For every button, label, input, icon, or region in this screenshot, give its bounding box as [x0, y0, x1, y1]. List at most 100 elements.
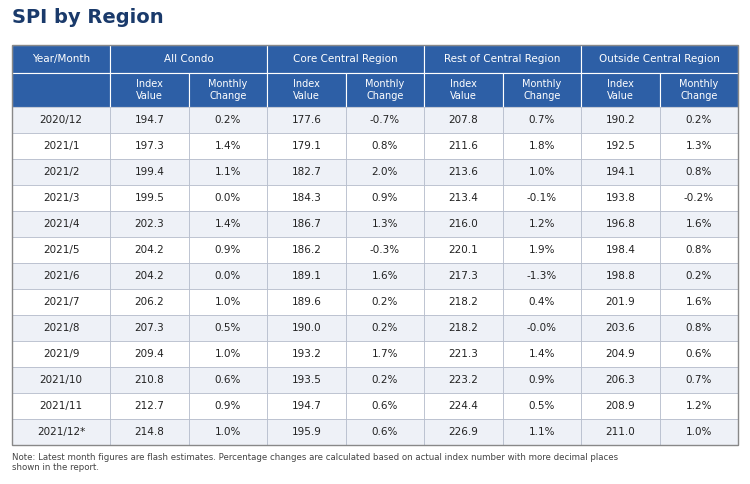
Bar — [110, 107, 188, 133]
Bar — [188, 367, 267, 393]
Text: 0.4%: 0.4% — [529, 297, 555, 307]
Bar — [424, 133, 502, 159]
Text: 198.4: 198.4 — [605, 245, 635, 255]
Text: 1.3%: 1.3% — [371, 219, 398, 229]
Bar — [110, 159, 188, 185]
Bar — [267, 393, 346, 419]
Bar — [424, 237, 502, 263]
Text: 1.0%: 1.0% — [214, 349, 241, 359]
Text: 186.7: 186.7 — [292, 219, 321, 229]
Text: 186.2: 186.2 — [292, 245, 321, 255]
Bar — [267, 45, 424, 73]
Text: 1.3%: 1.3% — [686, 141, 712, 151]
Bar — [346, 107, 424, 133]
Bar — [110, 45, 267, 73]
Bar — [12, 393, 110, 419]
Bar — [424, 289, 502, 315]
Bar — [188, 159, 267, 185]
Bar — [188, 315, 267, 341]
Bar — [12, 45, 738, 445]
Bar — [659, 185, 738, 211]
Bar — [110, 289, 188, 315]
Text: 0.2%: 0.2% — [214, 115, 241, 125]
Bar — [581, 315, 659, 341]
Text: 189.1: 189.1 — [292, 271, 321, 281]
Text: 195.9: 195.9 — [292, 427, 321, 437]
Text: 2021/11: 2021/11 — [40, 401, 82, 411]
Bar — [12, 341, 110, 367]
Bar — [346, 315, 424, 341]
Bar — [424, 367, 502, 393]
Bar — [12, 133, 110, 159]
Bar — [267, 341, 346, 367]
Bar — [188, 419, 267, 445]
Text: 1.7%: 1.7% — [371, 349, 398, 359]
Text: 1.4%: 1.4% — [529, 349, 555, 359]
Text: 208.9: 208.9 — [605, 401, 635, 411]
Text: Outside Central Region: Outside Central Region — [599, 54, 720, 64]
Text: Note: Latest month figures are flash estimates. Percentage changes are calculate: Note: Latest month figures are flash est… — [12, 453, 618, 472]
Bar — [110, 133, 188, 159]
Bar — [346, 289, 424, 315]
Bar — [267, 133, 346, 159]
Text: 210.8: 210.8 — [134, 375, 164, 385]
Bar — [581, 107, 659, 133]
Bar — [659, 393, 738, 419]
Text: 211.6: 211.6 — [448, 141, 478, 151]
Bar — [503, 73, 581, 107]
Text: 217.3: 217.3 — [448, 271, 478, 281]
Bar — [581, 159, 659, 185]
Bar — [659, 107, 738, 133]
Bar — [581, 367, 659, 393]
Bar — [581, 237, 659, 263]
Bar — [267, 107, 346, 133]
Bar — [581, 45, 738, 73]
Bar — [581, 393, 659, 419]
Bar — [503, 237, 581, 263]
Text: 1.6%: 1.6% — [371, 271, 398, 281]
Text: 0.6%: 0.6% — [371, 427, 398, 437]
Text: 2021/3: 2021/3 — [43, 193, 80, 203]
Bar — [659, 419, 738, 445]
Text: 177.6: 177.6 — [292, 115, 321, 125]
Bar — [346, 159, 424, 185]
Text: 1.0%: 1.0% — [214, 297, 241, 307]
Text: SPI by Region: SPI by Region — [12, 8, 164, 27]
Bar — [424, 159, 502, 185]
Text: Index
Value: Index Value — [136, 79, 163, 101]
Text: Year/Month: Year/Month — [32, 54, 90, 64]
Bar — [424, 341, 502, 367]
Bar — [12, 367, 110, 393]
Bar — [188, 393, 267, 419]
Text: 2021/1: 2021/1 — [43, 141, 80, 151]
Bar — [267, 159, 346, 185]
Text: 0.2%: 0.2% — [371, 297, 398, 307]
Bar — [346, 73, 424, 107]
Text: 0.8%: 0.8% — [686, 167, 712, 177]
Bar — [581, 185, 659, 211]
Bar — [659, 289, 738, 315]
Bar — [424, 263, 502, 289]
Text: 203.6: 203.6 — [605, 323, 635, 333]
Text: 193.2: 193.2 — [292, 349, 321, 359]
Text: 0.0%: 0.0% — [214, 193, 241, 203]
Bar — [12, 159, 110, 185]
Text: 2021/9: 2021/9 — [43, 349, 80, 359]
Bar — [188, 289, 267, 315]
Bar — [346, 185, 424, 211]
Text: -0.3%: -0.3% — [370, 245, 400, 255]
Bar — [659, 367, 738, 393]
Bar — [581, 419, 659, 445]
Text: 193.5: 193.5 — [292, 375, 321, 385]
Text: 1.2%: 1.2% — [529, 219, 555, 229]
Text: 1.8%: 1.8% — [529, 141, 555, 151]
Bar — [424, 185, 502, 211]
Text: 2020/12: 2020/12 — [40, 115, 82, 125]
Text: 184.3: 184.3 — [292, 193, 321, 203]
Text: 0.0%: 0.0% — [214, 271, 241, 281]
Text: 1.6%: 1.6% — [686, 219, 712, 229]
Bar — [110, 263, 188, 289]
Text: 189.6: 189.6 — [292, 297, 321, 307]
Bar — [110, 419, 188, 445]
Bar — [267, 237, 346, 263]
